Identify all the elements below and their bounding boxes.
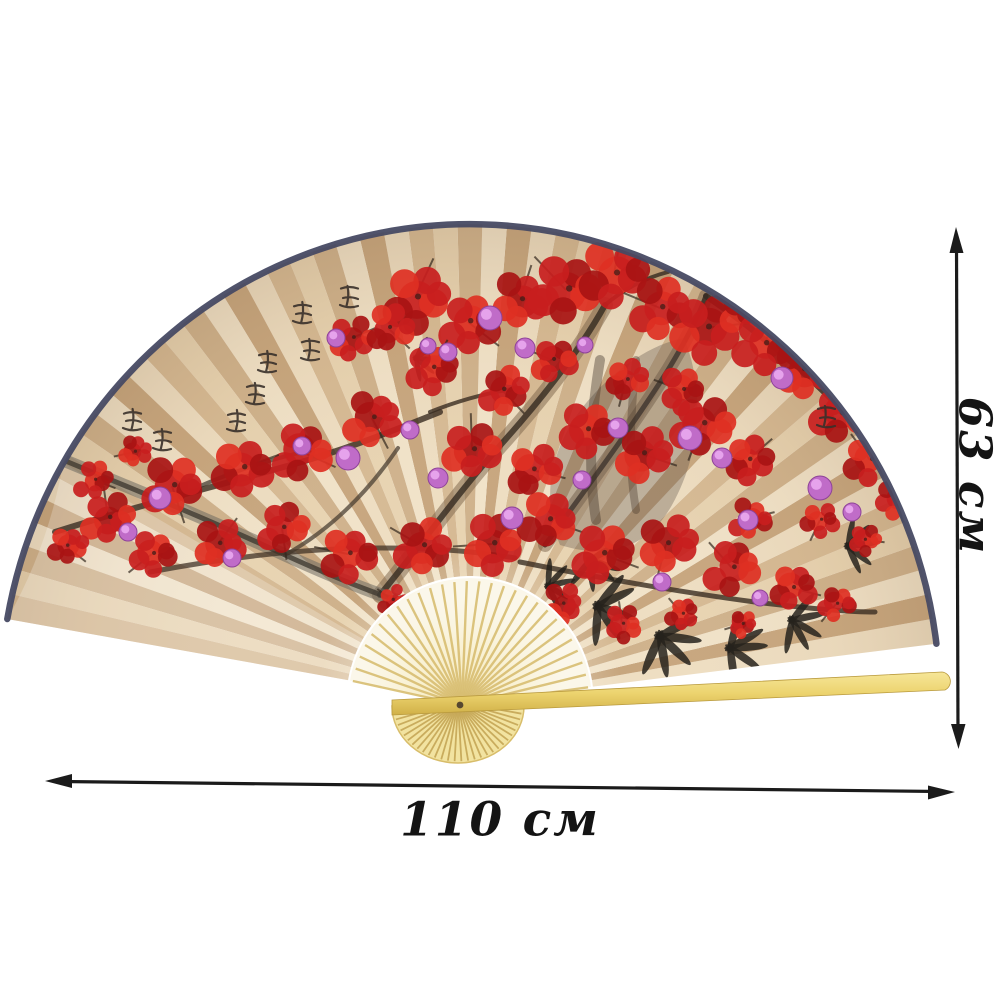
- height-dimension-label: 63 см: [948, 396, 1000, 556]
- width-dimension-label: 110 см: [400, 792, 600, 848]
- width-arrow: [45, 774, 955, 800]
- height-arrow: [949, 227, 966, 749]
